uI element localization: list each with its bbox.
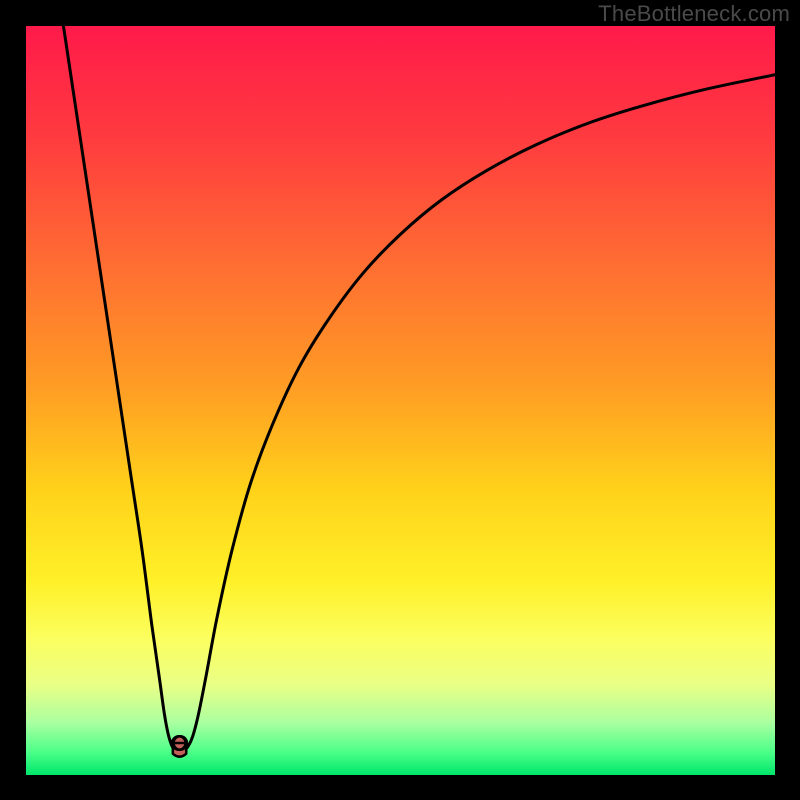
chart-plot-area — [26, 26, 775, 775]
chart-gradient-background — [26, 26, 775, 775]
watermark-text: TheBottleneck.com — [598, 1, 790, 27]
